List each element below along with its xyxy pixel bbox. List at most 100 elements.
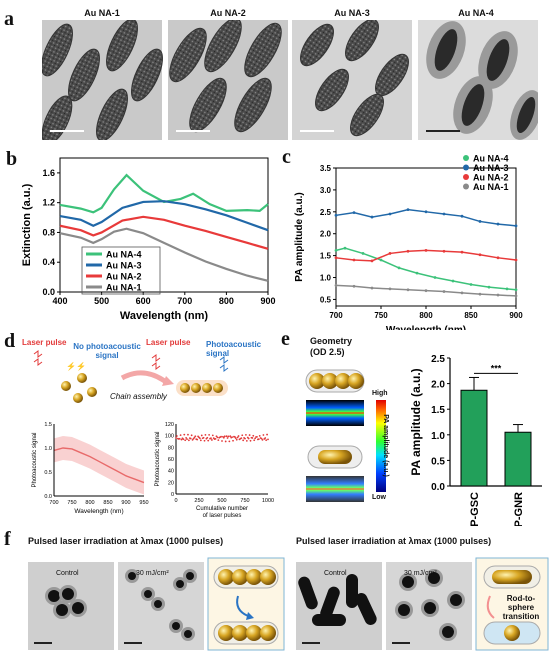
tem-f-control-left (28, 562, 114, 650)
tem-f-control-right (296, 562, 382, 650)
data-point (514, 224, 518, 228)
data-point (514, 288, 518, 292)
data-point (334, 213, 338, 217)
data-point (424, 289, 428, 293)
panel-label-d: d (4, 330, 16, 352)
legend-label: Au NA-2 (106, 272, 142, 282)
scatter-point (187, 439, 190, 442)
y-tick-label: 0.0 (431, 482, 445, 493)
rod-schematic-f (475, 557, 549, 651)
series-line-au-na-4 (59, 173, 269, 214)
scatter-point (226, 437, 229, 439)
y-axis-label: PA amplitude (a.u.) (294, 192, 305, 281)
legend-swatch (463, 183, 469, 190)
scatter-point (252, 434, 255, 437)
x-axis-label: Wavelength (nm) (74, 508, 123, 515)
series-line-au-na-3 (59, 200, 269, 232)
y-tick-label: 1.5 (320, 252, 332, 261)
tem-image-2 (168, 20, 288, 140)
scatter-point (237, 435, 240, 437)
scatter-point (260, 437, 263, 440)
x-tick-label: 250 (194, 498, 203, 504)
x-axis-label: Cumulative number of laser pulses (196, 506, 248, 519)
scatter-point (224, 440, 227, 443)
laser-bolt-icon-left: ⚡⚡ (66, 362, 86, 371)
series-line-au-na-4 (335, 247, 517, 291)
scatter-point (257, 438, 260, 441)
data-point (460, 250, 464, 254)
y-tick-label: 2.0 (320, 230, 332, 239)
data-point (442, 249, 446, 253)
y-tick-label: 1.5 (44, 422, 52, 428)
scatter-point (183, 433, 186, 436)
y-tick-label: 20 (168, 480, 174, 486)
scatter-point (210, 437, 212, 440)
y-tick-label: 40 (168, 469, 174, 475)
x-tick-label: 400 (52, 296, 67, 306)
colorbar-label: PA amplitude (a.u.) (381, 414, 389, 477)
bar-p-gnr (504, 431, 532, 487)
data-point (433, 276, 437, 279)
data-point (397, 266, 401, 270)
scatter-point (189, 437, 192, 440)
scatter-point (208, 433, 211, 436)
scatter-point (175, 437, 177, 439)
chart-c: 700 750 800 850 900 0.5 1.0 1.5 2.0 2.5 3.0 3.5 Wave… (294, 154, 523, 331)
scatter-point (206, 436, 209, 439)
y-tick-label: 0.0 (44, 494, 52, 500)
x-axis-label: Wavelength (nm) (386, 325, 466, 330)
y-tick-label: 80 (168, 445, 174, 451)
legend-swatch (463, 174, 469, 180)
data-point (460, 291, 464, 295)
panel-label-e: e (281, 328, 290, 350)
x-tick-label: 800 (219, 296, 234, 306)
chain-assembly-schematic (33, 350, 229, 403)
x-tick-label: 700 (177, 296, 192, 306)
data-point (514, 258, 518, 262)
rod-to-sphere-label: Rod-to-sphere transition (502, 594, 540, 621)
scatter-point (199, 439, 202, 442)
scatter-point (258, 435, 261, 437)
series-line-au-na-2 (335, 249, 517, 262)
tem-title-2: Au NA-2 (210, 8, 246, 18)
scatter-point (233, 436, 236, 438)
scatter-point (234, 437, 237, 440)
x-tick-label: 600 (136, 296, 151, 306)
scatter-point (210, 439, 213, 441)
panel-label-c: c (282, 146, 291, 168)
data-point (370, 286, 374, 290)
y-tick-label: 100 (165, 434, 174, 440)
tem-image-3 (292, 20, 412, 140)
x-tick-label: 700 (49, 500, 58, 506)
x-tick-label: 900 (121, 500, 130, 506)
y-tick-label: 1.0 (431, 431, 445, 442)
tem-title-3: Au NA-3 (334, 8, 370, 18)
legend-box (81, 246, 161, 295)
f-control-label-right: Control (324, 570, 347, 577)
series-line (53, 447, 145, 484)
x-axis-label: Wavelength (nm) (120, 310, 209, 322)
x-tick-label: 700 (329, 311, 343, 320)
scatter-point (262, 434, 265, 436)
scatter-point (178, 437, 181, 440)
bar-p-gsc (460, 389, 488, 487)
data-point (352, 258, 356, 262)
scatter-point (254, 437, 257, 440)
panel-e-geometry: Geometry (OD 2.5) High Low PA amplitude … (300, 330, 404, 520)
error-band (54, 436, 144, 495)
x-axis-label-line2: of laser pulses (203, 513, 242, 519)
significance-label: *** (491, 363, 502, 373)
scatter-point (232, 439, 234, 442)
x-tick-label: 950 (139, 500, 148, 506)
scatter-point (204, 433, 207, 436)
data-point (496, 256, 500, 260)
panel-label-f: f (4, 528, 11, 550)
scatter-point (207, 439, 210, 442)
x-tick-label: 500 (94, 296, 109, 306)
y-tick-label: 2.5 (431, 354, 445, 365)
scatter-point (217, 439, 220, 442)
tem-image-1 (42, 20, 163, 140)
scatter-point (231, 436, 234, 439)
scatter-point (240, 437, 243, 440)
y-tick-label: 1.2 (42, 198, 55, 208)
